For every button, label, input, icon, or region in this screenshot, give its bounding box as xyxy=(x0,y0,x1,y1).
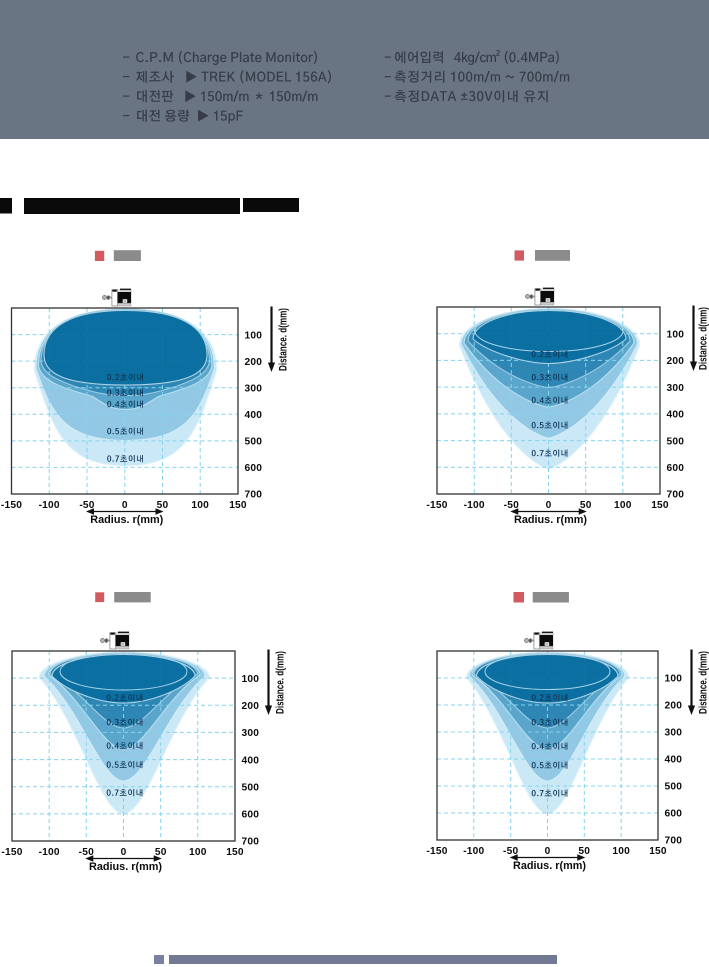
svg-text:Radius. r(mm): Radius. r(mm) xyxy=(514,514,587,526)
svg-text:500: 500 xyxy=(667,436,685,447)
svg-text:-50: -50 xyxy=(79,500,94,511)
svg-text:150: 150 xyxy=(651,500,669,511)
svg-text:50: 50 xyxy=(578,846,590,857)
svg-text:300: 300 xyxy=(667,383,685,394)
svg-text:300: 300 xyxy=(245,383,263,394)
svg-text:150: 150 xyxy=(226,847,244,858)
svg-text:400: 400 xyxy=(245,410,263,421)
svg-text:700: 700 xyxy=(665,836,683,847)
svg-text:400: 400 xyxy=(667,410,685,421)
svg-text:50: 50 xyxy=(157,500,169,511)
svg-text:150: 150 xyxy=(649,846,667,857)
svg-text:600: 600 xyxy=(667,463,685,474)
svg-text:200: 200 xyxy=(667,356,685,367)
svg-text:600: 600 xyxy=(242,810,260,821)
svg-text:100: 100 xyxy=(189,847,207,858)
svg-text:Radius. r(mm): Radius. r(mm) xyxy=(513,860,586,872)
svg-text:100: 100 xyxy=(612,846,630,857)
svg-text:Distance. d(mm): Distance. d(mm) xyxy=(698,651,709,714)
svg-text:100: 100 xyxy=(242,674,260,685)
svg-text:100: 100 xyxy=(191,500,209,511)
svg-text:-50: -50 xyxy=(503,846,518,857)
svg-text:500: 500 xyxy=(665,782,683,793)
svg-text:-50: -50 xyxy=(79,847,94,858)
svg-text:100: 100 xyxy=(245,330,263,341)
svg-text:500: 500 xyxy=(242,782,260,793)
svg-text:50: 50 xyxy=(580,500,592,511)
svg-text:50: 50 xyxy=(155,847,167,858)
svg-text:Distance. d(mm): Distance. d(mm) xyxy=(698,307,709,370)
svg-text:-150: -150 xyxy=(426,846,447,857)
svg-text:-150: -150 xyxy=(1,500,22,511)
svg-text:-100: -100 xyxy=(39,847,60,858)
svg-text:100: 100 xyxy=(667,329,685,340)
svg-text:0: 0 xyxy=(121,847,127,858)
svg-text:700: 700 xyxy=(667,490,685,501)
svg-text:700: 700 xyxy=(245,490,263,501)
svg-text:-150: -150 xyxy=(426,500,447,511)
svg-text:-150: -150 xyxy=(1,847,22,858)
svg-text:0: 0 xyxy=(545,846,551,857)
svg-text:Radius. r(mm): Radius. r(mm) xyxy=(89,861,162,873)
svg-text:400: 400 xyxy=(242,755,260,766)
svg-text:-100: -100 xyxy=(463,846,484,857)
svg-text:-50: -50 xyxy=(504,500,519,511)
svg-text:0: 0 xyxy=(546,500,552,511)
svg-text:Distance. d(mm): Distance. d(mm) xyxy=(278,308,290,371)
svg-text:Radius. r(mm): Radius. r(mm) xyxy=(90,514,163,526)
svg-text:600: 600 xyxy=(245,463,263,474)
svg-text:0: 0 xyxy=(122,500,128,511)
svg-text:150: 150 xyxy=(229,500,247,511)
svg-text:300: 300 xyxy=(242,728,260,739)
svg-text:100: 100 xyxy=(665,674,683,685)
svg-text:400: 400 xyxy=(665,755,683,766)
svg-text:-100: -100 xyxy=(464,500,485,511)
svg-text:-100: -100 xyxy=(39,500,60,511)
svg-text:200: 200 xyxy=(665,701,683,712)
svg-text:100: 100 xyxy=(614,500,632,511)
svg-text:700: 700 xyxy=(242,837,260,848)
svg-text:300: 300 xyxy=(665,728,683,739)
svg-text:200: 200 xyxy=(242,701,260,712)
svg-text:600: 600 xyxy=(665,809,683,820)
svg-text:Distance. d(mm): Distance. d(mm) xyxy=(275,651,287,714)
svg-text:500: 500 xyxy=(245,437,263,448)
svg-text:200: 200 xyxy=(245,357,263,368)
